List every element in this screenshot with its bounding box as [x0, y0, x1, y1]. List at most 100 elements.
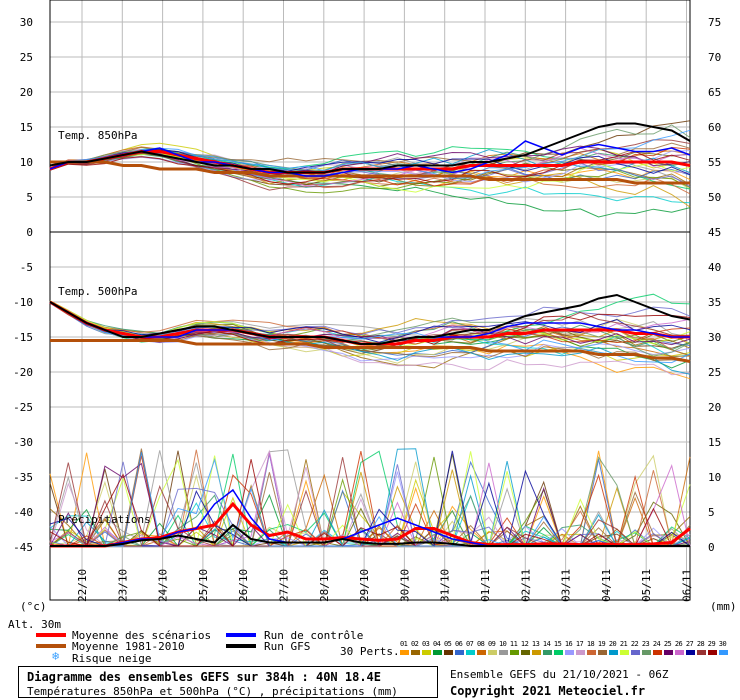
- x-tick: 29/10: [358, 569, 371, 602]
- perturbation-swatch: [444, 650, 453, 655]
- perturbation-swatch: [411, 650, 420, 655]
- perturbation-swatch: [422, 650, 431, 655]
- footer-box: Diagramme des ensembles GEFS sur 384h : …: [18, 666, 438, 698]
- footer-subtitle: Températures 850hPa et 500hPa (°C) , pré…: [27, 685, 398, 698]
- y-tick-left: -10: [13, 296, 33, 309]
- y-axis-unit-right: (mm): [710, 600, 737, 613]
- x-tick: 05/11: [640, 569, 653, 602]
- footer-title: Diagramme des ensembles GEFS sur 384h : …: [27, 670, 382, 684]
- perturbation-swatch: [433, 650, 442, 655]
- y-axis-unit-left: (°c): [20, 600, 47, 613]
- perturbation-swatch: [576, 650, 585, 655]
- x-tick: 30/10: [398, 569, 411, 602]
- y-tick-right: 65: [708, 86, 721, 99]
- panel-title-850: Temp. 850hPa: [58, 129, 137, 142]
- member-line: [49, 150, 691, 183]
- y-tick-right: 50: [708, 191, 721, 204]
- series-line: [49, 122, 691, 174]
- y-tick-left: -20: [13, 366, 33, 379]
- y-tick-left: -25: [13, 401, 33, 414]
- panel-title-500: Temp. 500hPa: [58, 285, 137, 298]
- perturbation-swatch: [510, 650, 519, 655]
- perturbation-swatch: [686, 650, 695, 655]
- perturbation-swatch: [598, 650, 607, 655]
- x-tick: 31/10: [439, 569, 452, 602]
- series-line: [49, 293, 691, 345]
- perturbations-count: 30 Perts.: [340, 645, 400, 658]
- x-tick: 28/10: [318, 569, 331, 602]
- y-tick-left: 5: [26, 191, 33, 204]
- y-tick-right: 5: [708, 506, 715, 519]
- y-tick-left: 25: [20, 51, 33, 64]
- legend-label-gfs-run: Run GFS: [264, 640, 311, 653]
- panel-title-precip: Précipitations: [58, 513, 151, 526]
- perturbation-swatch: [631, 650, 640, 655]
- y-tick-right: 40: [708, 261, 721, 274]
- x-tick: 06/11: [681, 569, 694, 602]
- y-tick-right: 30: [708, 331, 721, 344]
- perturbation-swatch: [499, 650, 508, 655]
- perturbation-swatch: [488, 650, 497, 655]
- series-line: [50, 339, 691, 363]
- y-tick-right: 35: [708, 296, 721, 309]
- run-info: Ensemble GEFS du 21/10/2021 - 06Z: [450, 668, 669, 681]
- y-tick-right: 25: [708, 366, 721, 379]
- altitude-label: Alt. 30m: [8, 618, 61, 631]
- legend-swatch-gfs-run: [226, 644, 256, 648]
- perturbation-swatch: [708, 650, 717, 655]
- legend-label-scenario-mean: Moyenne des scénarios: [72, 629, 212, 642]
- perturbation-swatch: [719, 650, 728, 655]
- y-tick-right: 55: [708, 156, 721, 169]
- y-tick-left: -45: [13, 541, 33, 554]
- x-tick: 22/10: [76, 569, 89, 602]
- member-line: [49, 302, 691, 362]
- tick-labels-layer: 302520151050-5-10-15-20-25-30-35-40-4575…: [13, 16, 721, 602]
- perturbation-color-swatches: [400, 650, 730, 656]
- x-tick: 23/10: [116, 569, 129, 602]
- x-tick: 02/11: [519, 569, 532, 602]
- y-tick-left: -40: [13, 506, 33, 519]
- y-tick-right: 70: [708, 51, 721, 64]
- x-tick: 04/11: [600, 569, 613, 602]
- y-tick-right: 60: [708, 121, 721, 134]
- y-tick-right: 20: [708, 401, 721, 414]
- series-line: [50, 501, 691, 548]
- legend-label-snow-risk: Risque neige: [72, 652, 152, 665]
- perturbation-swatch: [653, 650, 662, 655]
- x-tick: 01/11: [479, 569, 492, 602]
- y-tick-left: -5: [20, 261, 33, 274]
- series-layer: [49, 122, 691, 548]
- y-tick-right: 45: [708, 226, 721, 239]
- legend-label-climate-mean: Moyenne 1981-2010: [72, 640, 185, 653]
- y-tick-left: -15: [13, 331, 33, 344]
- y-tick-left: -35: [13, 471, 33, 484]
- member-line: [49, 150, 691, 185]
- perturbation-swatch: [565, 650, 574, 655]
- x-tick: 03/11: [560, 569, 573, 602]
- perturbation-swatch: [466, 650, 475, 655]
- y-tick-right: 75: [708, 16, 721, 29]
- perturbation-numbers: 01 02 03 04 05 06 07 08 09 10 11 12 13 1…: [400, 640, 727, 648]
- plot-frame: [49, 0, 691, 601]
- y-tick-right: 0: [708, 541, 715, 554]
- x-tick: 25/10: [197, 569, 210, 602]
- perturbation-swatch: [587, 650, 596, 655]
- legend-label-control-run: Run de contrôle: [264, 629, 364, 642]
- x-tick: 24/10: [157, 569, 170, 602]
- perturbation-swatch: [675, 650, 684, 655]
- perturbation-swatch: [609, 650, 618, 655]
- member-line: [49, 457, 690, 548]
- y-tick-left: 30: [20, 16, 33, 29]
- y-tick-left: 10: [20, 156, 33, 169]
- y-tick-left: 20: [20, 86, 33, 99]
- y-tick-left: 15: [20, 121, 33, 134]
- legend: Moyenne des scénarios Moyenne 1981-2010 …: [0, 628, 740, 668]
- perturbation-swatch: [554, 650, 563, 655]
- perturbation-swatch: [543, 650, 552, 655]
- legend-swatch-climate-mean: [36, 644, 66, 648]
- x-tick: 26/10: [237, 569, 250, 602]
- perturbation-swatch: [642, 650, 651, 655]
- perturbation-swatch: [664, 650, 673, 655]
- perturbation-swatch: [400, 650, 409, 655]
- perturbation-swatch: [697, 650, 706, 655]
